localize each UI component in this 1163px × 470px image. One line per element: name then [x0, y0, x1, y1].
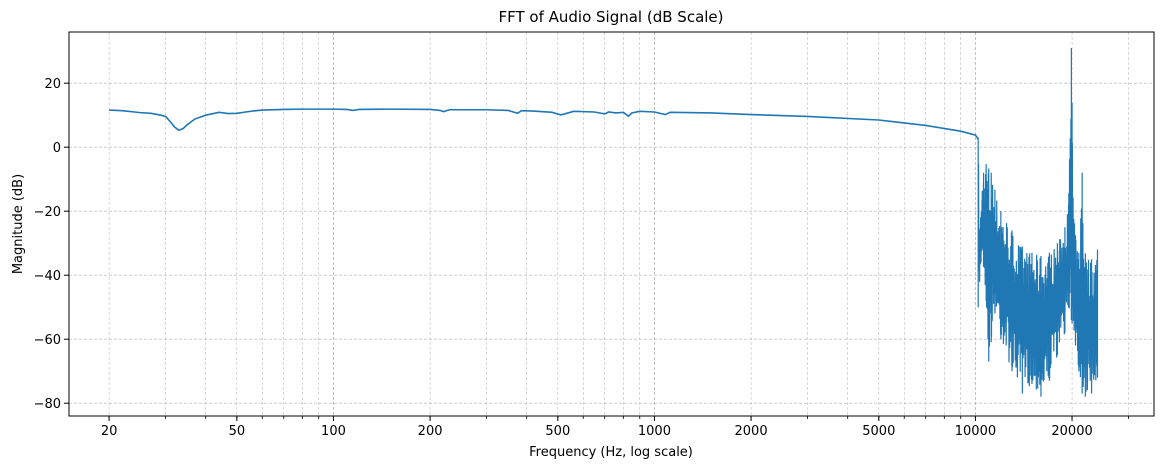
y-tick-label: 0 [53, 141, 61, 156]
x-tick-label: 5000 [862, 424, 895, 439]
x-tick-label: 2000 [735, 424, 768, 439]
plot-frame [68, 31, 1155, 417]
magnitude-line [109, 48, 1099, 397]
x-tick-label: 50 [229, 424, 246, 439]
x-tick-label: 500 [545, 424, 570, 439]
y-tick-label: −20 [34, 205, 61, 220]
x-tick-label: 20000 [1051, 424, 1092, 439]
x-tick-label: 10000 [955, 424, 996, 439]
magnitude-line-smooth [109, 108, 979, 140]
x-tick-label: 100 [321, 424, 346, 439]
y-tick-label: −60 [34, 333, 61, 348]
x-axis-ticks: 20 50 100 200 500 1000 2000 5000 10000 20000 [101, 416, 1129, 439]
y-axis-ticks: 20 0 −20 −40 −60 −80 [34, 77, 69, 412]
chart-title: FFT of Audio Signal (dB Scale) [498, 8, 723, 26]
minor-grid [108, 32, 1129, 416]
y-tick-label: 20 [44, 77, 61, 92]
major-grid [69, 32, 1154, 416]
y-axis-label: Magnitude (dB) [11, 174, 26, 274]
x-axis-label: Frequency (Hz, log scale) [529, 445, 693, 460]
x-tick-label: 1000 [638, 424, 671, 439]
y-tick-label: −40 [34, 269, 61, 284]
y-tick-label: −80 [34, 397, 61, 412]
x-tick-label: 200 [418, 424, 443, 439]
magnitude-line-noise [977, 48, 1099, 397]
x-tick-label: 20 [101, 424, 118, 439]
